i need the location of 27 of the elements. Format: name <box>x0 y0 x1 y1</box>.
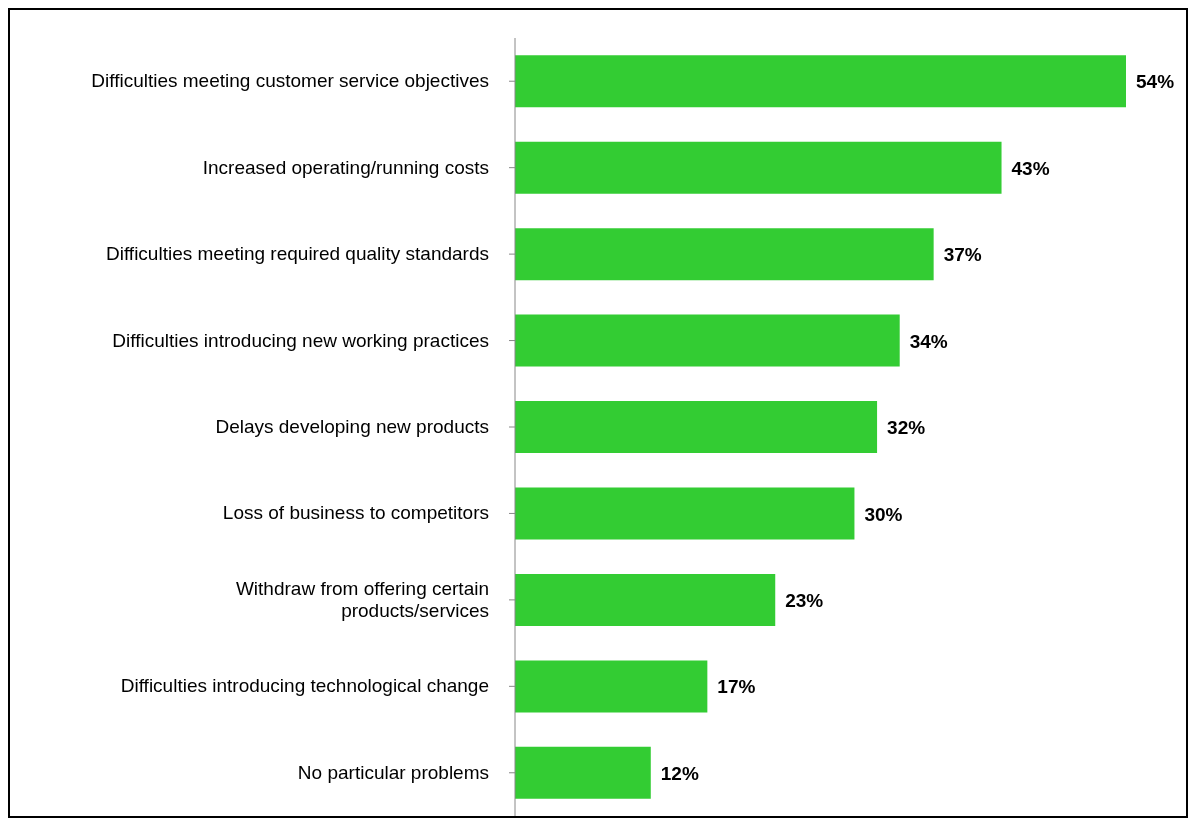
y-tick-label: Difficulties introducing new working practices <box>112 329 489 351</box>
bar <box>515 141 1002 194</box>
data-label: 37% <box>943 244 982 266</box>
y-tick-label: Difficulties meeting customer service objectives <box>91 70 489 92</box>
data-label: 23% <box>785 589 824 611</box>
bar <box>515 573 776 626</box>
y-tick-label: Loss of business to competitors <box>222 502 489 524</box>
y-tick-label: No particular problems <box>297 761 489 783</box>
bar <box>515 487 855 540</box>
data-label: 54% <box>1136 71 1175 93</box>
bar <box>515 401 878 454</box>
y-tick-label: Difficulties introducing technological change <box>120 675 489 697</box>
bar <box>515 228 934 281</box>
bar <box>515 746 651 799</box>
bar <box>515 660 708 713</box>
data-label: 12% <box>660 762 699 784</box>
data-label: 30% <box>864 503 903 525</box>
y-tick-label: Withdraw from offering certain products/services <box>235 577 489 621</box>
data-label: 17% <box>717 676 756 698</box>
bar <box>515 314 900 367</box>
y-tick-label: Delays developing new products <box>215 416 489 437</box>
bar <box>515 55 1126 108</box>
data-label: 32% <box>887 417 926 439</box>
y-tick-label: Difficulties meeting required quality standards <box>105 243 489 265</box>
data-label: 43% <box>1011 157 1050 179</box>
data-label: 34% <box>909 330 948 352</box>
y-tick-label: Increased operating/running costs <box>202 156 489 178</box>
